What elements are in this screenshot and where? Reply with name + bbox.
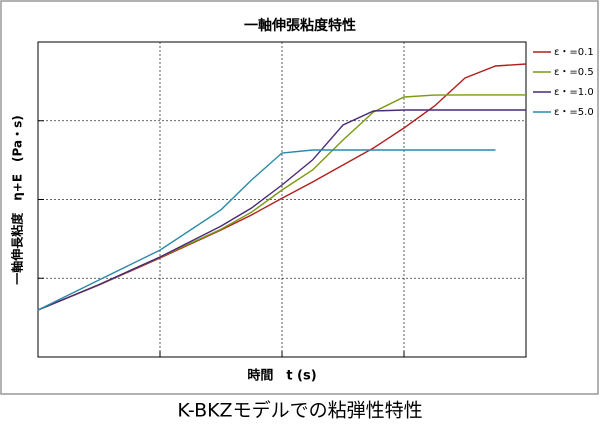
legend-label: ε・=0.5	[554, 67, 594, 78]
series-line	[37, 149, 496, 311]
y-axis-label: 一軸伸長粘度 η+E (Pa・s)	[10, 115, 25, 284]
chart-frame	[0, 0, 599, 395]
legend-label: ε・=1.0	[554, 87, 594, 98]
series-line	[37, 109, 526, 311]
legend-label: ε・=5.0	[554, 107, 594, 118]
caption: K-BKZモデルでの粘弾性特性	[177, 400, 422, 422]
x-axis-label: 時間 t (s)	[247, 368, 316, 384]
chart-title: 一軸伸張粘度特性	[244, 17, 356, 34]
series-line	[37, 63, 527, 311]
legend-label: ε・=0.1	[554, 47, 594, 58]
